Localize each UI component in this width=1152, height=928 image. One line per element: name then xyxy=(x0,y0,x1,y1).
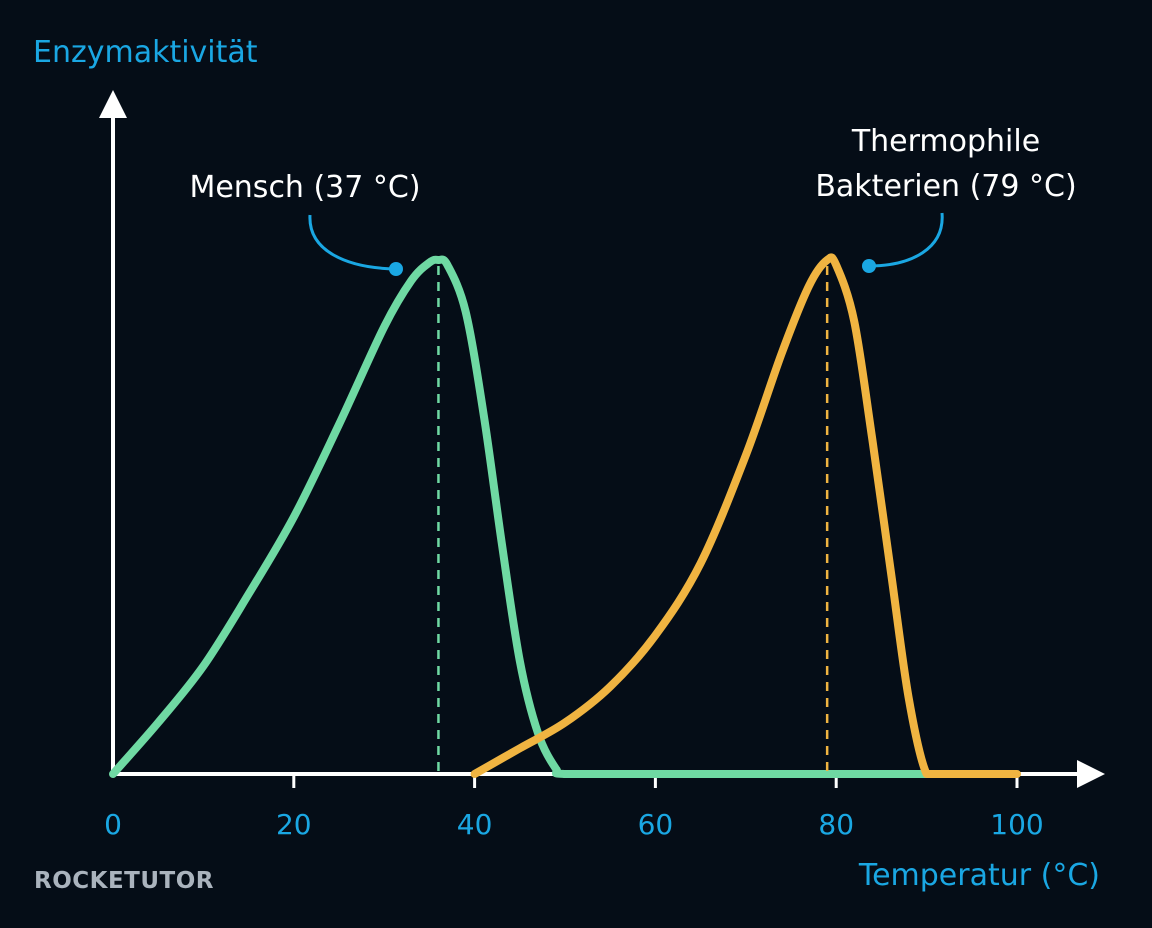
x-tick-label-20: 20 xyxy=(276,808,312,841)
x-ticks: 0 20 40 60 80 100 xyxy=(104,774,1044,841)
x-tick-label-60: 60 xyxy=(638,808,674,841)
logo: ROCKETUTOR xyxy=(34,868,214,894)
x-axis-arrow-icon xyxy=(1077,760,1105,788)
x-tick-label-40: 40 xyxy=(457,808,493,841)
annotation-1-line-0: Thermophile xyxy=(851,124,1040,159)
annotation-0-pointer xyxy=(308,214,397,271)
annotation-1-line-1: Bakterien (79 °C) xyxy=(815,169,1076,204)
annotation-0-line-0: Mensch (37 °C) xyxy=(189,170,420,205)
annotation-1-pointer xyxy=(868,212,944,268)
x-tick-label-80: 80 xyxy=(818,808,854,841)
annotation-0-dot xyxy=(389,262,403,276)
y-axis-title: Enzymaktivität xyxy=(33,35,258,70)
series-0-curve xyxy=(109,255,931,779)
x-axis-title: Temperatur (°C) xyxy=(858,858,1100,893)
annotation-layer: Mensch (37 °C) Thermophile Bakterien (79 °… xyxy=(189,124,1077,276)
y-axis-arrow-icon xyxy=(99,90,127,118)
logo-text: ROCKETUTOR xyxy=(34,868,214,894)
series-layer xyxy=(109,253,1021,779)
x-tick-label-100: 100 xyxy=(990,808,1043,841)
series-1-curve xyxy=(470,253,1021,779)
annotation-1-dot xyxy=(862,259,876,273)
x-tick-label-0: 0 xyxy=(104,808,122,841)
